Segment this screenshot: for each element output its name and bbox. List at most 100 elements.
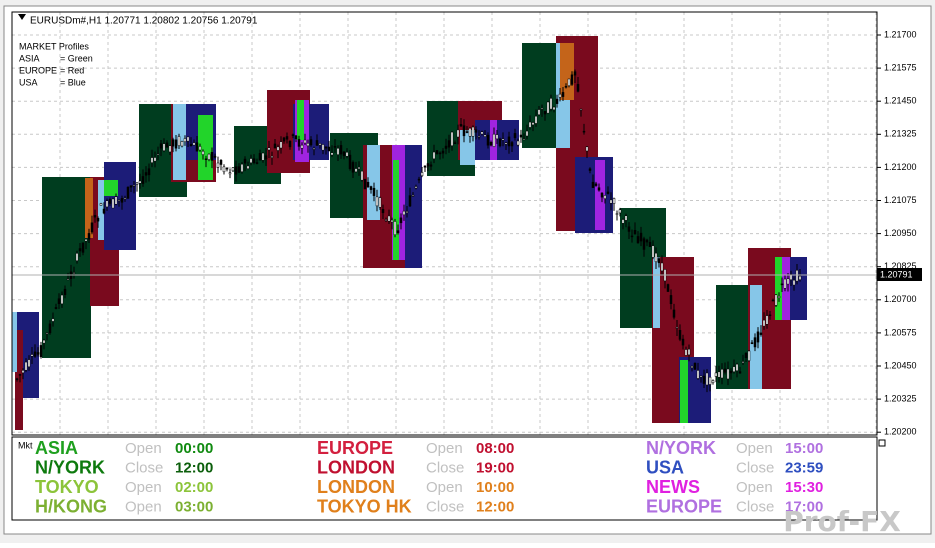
session-status: Open [426, 440, 463, 457]
candle-body [267, 147, 271, 151]
candle-body [102, 208, 106, 214]
panel-axis-marker [878, 439, 886, 447]
candle-body [795, 269, 799, 282]
candle-body [414, 186, 418, 189]
candle-body [705, 372, 709, 386]
candle-body [735, 363, 739, 372]
candle-body [231, 167, 235, 172]
candle-body [681, 338, 685, 346]
candle-body [678, 330, 682, 340]
candle-body [51, 318, 55, 322]
candle-body [39, 345, 43, 358]
candle-body [624, 215, 628, 221]
candle-body [201, 150, 205, 155]
candle-body [384, 219, 388, 221]
profile-box [297, 100, 304, 140]
candle-body [498, 138, 502, 147]
candle-body [789, 274, 793, 281]
session-time: 17:00 [785, 498, 823, 515]
candle-body [195, 142, 199, 152]
candle-body [615, 213, 619, 215]
candle-body [696, 370, 700, 379]
candle-body [390, 219, 394, 223]
candle-body [219, 159, 223, 165]
profile-box [560, 43, 574, 100]
candle-body [237, 166, 241, 173]
candle-body [150, 157, 154, 163]
candle-body [768, 314, 772, 317]
candle-body [786, 278, 790, 285]
session-name: TOKYO [35, 477, 99, 497]
candle-body [672, 309, 676, 318]
session-name: ASIA [35, 438, 78, 458]
profile-box [104, 162, 136, 250]
watermark: Prof-FX [783, 505, 901, 538]
candle-body [552, 106, 556, 111]
session-status: Close [426, 459, 464, 476]
candle-body [756, 331, 760, 343]
session-name: EUROPE [317, 438, 393, 458]
session-time: 10:00 [476, 479, 514, 496]
candle-body [714, 372, 718, 377]
candle-body [63, 288, 67, 295]
candle-body [669, 295, 673, 305]
price-label: 1.20950 [884, 228, 917, 238]
candle-body [504, 142, 508, 145]
candle-body [612, 198, 616, 204]
candle-body [777, 296, 781, 298]
candle-body [339, 145, 343, 155]
candle-body [105, 200, 109, 208]
candle-body [432, 151, 436, 160]
candle-body [600, 192, 604, 198]
candle-body [33, 351, 37, 357]
candle-body [258, 153, 262, 161]
candle-body [222, 166, 226, 173]
price-label: 1.20700 [884, 294, 917, 304]
candle-body [630, 235, 634, 238]
price-axis: 1.21700 1.21575 1.21450 1.21325 1.21200 1.210… [877, 29, 922, 447]
candle-body [192, 142, 196, 146]
candle-body [255, 162, 259, 164]
candle-body [693, 362, 697, 370]
candle-body [594, 183, 598, 186]
candle-body [186, 136, 190, 142]
candle-body [402, 210, 406, 216]
candle-body [57, 298, 61, 305]
main-plot-border [11, 11, 878, 436]
candle-body [645, 239, 649, 243]
profile-box [198, 115, 213, 180]
candle-body [435, 150, 439, 155]
candle-body [540, 107, 544, 110]
candle-body [246, 165, 250, 169]
candle-body [441, 150, 445, 154]
profile-box [12, 312, 17, 372]
candle-body [345, 152, 349, 157]
candle-body [210, 151, 214, 161]
candle-body [36, 352, 40, 355]
candle-body [204, 158, 208, 160]
session-time: 08:00 [476, 440, 514, 457]
candle-body [471, 126, 475, 137]
profile-box [575, 157, 613, 233]
candle-body [579, 108, 583, 111]
candle-body [354, 168, 358, 173]
candle-body [495, 134, 499, 140]
session-status: Open [125, 498, 162, 515]
candle-body [129, 185, 133, 188]
dropdown-icon[interactable] [18, 14, 26, 20]
candle-body [666, 284, 670, 292]
candle-body [318, 143, 322, 146]
candle-body [123, 197, 127, 200]
candle-body [480, 131, 484, 135]
candle-body [459, 124, 463, 127]
session-name: LONDON [317, 457, 395, 477]
session-time: 02:00 [175, 479, 213, 496]
profile-box [15, 330, 23, 430]
candle-body [177, 136, 181, 146]
candle-body [609, 199, 613, 204]
price-label: 1.21200 [884, 162, 917, 172]
session-status: Open [736, 479, 773, 496]
legend-title: MARKET Profiles [19, 41, 89, 51]
candle-body [597, 187, 601, 191]
